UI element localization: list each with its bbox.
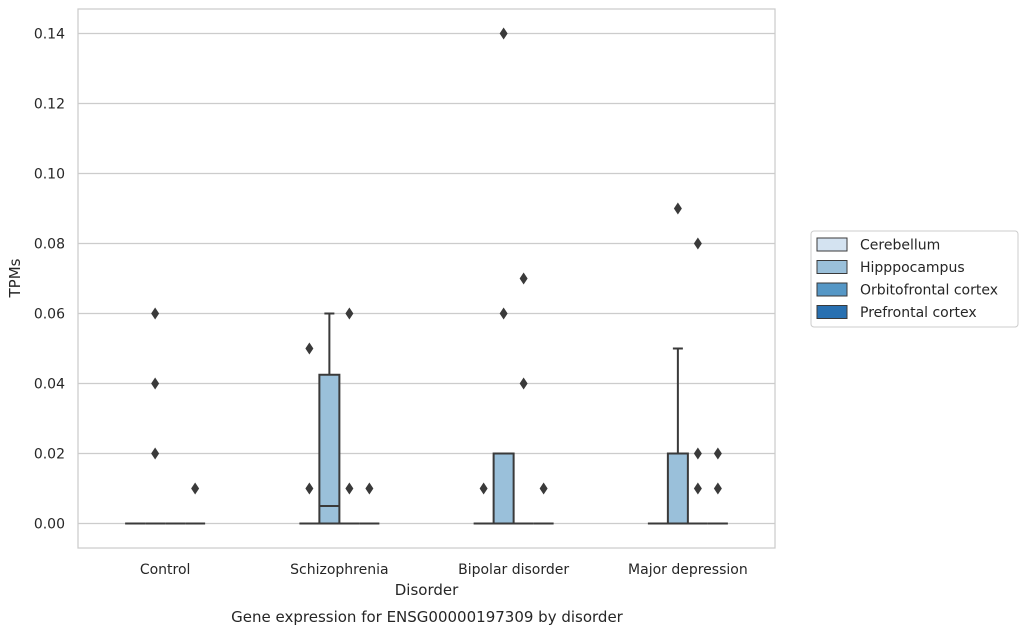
legend: Cerebellum Hipppocampus Orbitofrontal cort… [810, 230, 1019, 328]
outlier-point [693, 447, 702, 460]
x-tick-label: Schizophrenia [290, 562, 388, 578]
outlier-point [151, 447, 160, 460]
y-axis-label: TPMs [6, 258, 24, 298]
outlier-point [151, 377, 160, 390]
outlier-point [519, 377, 528, 390]
legend-swatch [816, 237, 848, 252]
x-tick-label: Bipolar disorder [458, 562, 569, 578]
outlier-point [365, 482, 374, 495]
outlier-point [479, 482, 488, 495]
legend-swatch [816, 260, 848, 274]
outlier-point [191, 482, 200, 495]
y-tick-label: 0.08 [34, 237, 65, 253]
legend-swatch [816, 305, 848, 319]
legend-label: Orbitofrontal cortex [860, 283, 998, 299]
x-axis-ticks: Control Schizophrenia Bipolar disorder Majo… [140, 562, 748, 578]
box [666, 452, 689, 525]
outlier-point [713, 447, 722, 460]
outlier-point [305, 342, 314, 355]
y-tick-label: 0.04 [34, 377, 65, 393]
outlier-point [519, 272, 528, 285]
outlier-point [673, 202, 682, 215]
x-tick-label: Control [140, 562, 191, 578]
box [318, 373, 341, 525]
gridlines [78, 32, 775, 525]
outlier-point [499, 27, 508, 40]
x-tick-label: Major depression [628, 562, 748, 578]
outlier-point [345, 307, 354, 320]
legend-swatch [816, 282, 848, 297]
y-tick-label: 0.00 [34, 517, 65, 533]
plot-frame [77, 8, 776, 549]
legend-label: Prefrontal cortex [860, 305, 977, 321]
y-tick-label: 0.12 [34, 97, 65, 113]
y-tick-label: 0.14 [34, 27, 65, 43]
outlier-point [305, 482, 314, 495]
chart-caption: Gene expression for ENSG00000197309 by d… [231, 608, 624, 626]
box-series [125, 27, 728, 525]
outlier-point [539, 482, 548, 495]
y-tick-label: 0.02 [34, 447, 65, 463]
outlier-point [693, 237, 702, 250]
y-axis-ticks: 0.00 0.02 0.04 0.06 0.08 0.10 0.12 0.14 [34, 27, 65, 533]
box [492, 452, 515, 525]
outlier-point [151, 307, 160, 320]
legend-label: Cerebellum [860, 238, 940, 254]
outlier-point [693, 482, 702, 495]
outlier-point [499, 307, 508, 320]
legend-label: Hipppocampus [860, 260, 965, 276]
y-tick-label: 0.06 [34, 307, 65, 323]
y-tick-label: 0.10 [34, 167, 65, 183]
x-axis-label: Disorder [395, 581, 459, 599]
outlier-point [345, 482, 354, 495]
outlier-point [713, 482, 722, 495]
legend-frame [810, 230, 1019, 328]
